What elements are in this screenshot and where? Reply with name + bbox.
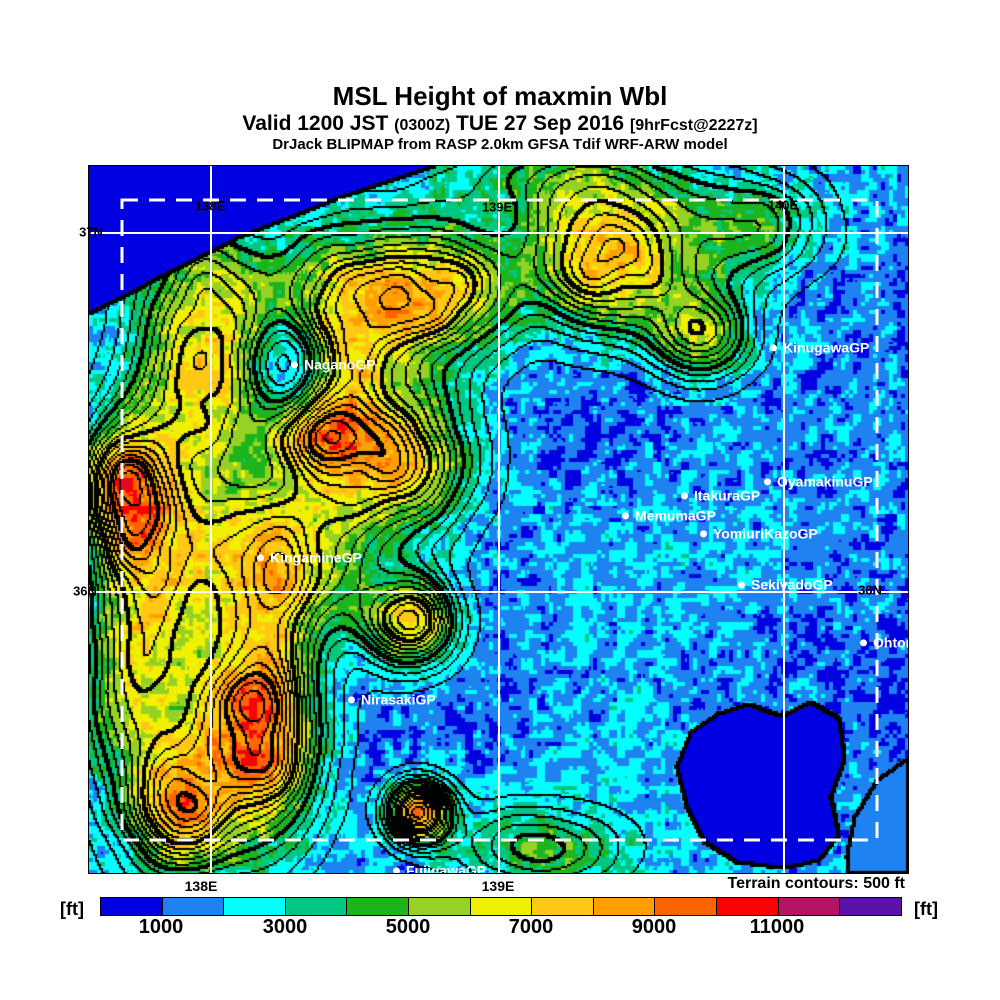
valid-fcst: [9hrFcst@2227z]	[629, 117, 758, 135]
colorbar-tick: 3000	[262, 916, 308, 938]
colorbar-swatch	[162, 898, 225, 915]
station-yomiurikazogp: YomiuriKazoGP	[700, 524, 818, 542]
map-clip: 138E 139E 140E 36N NaganoGP KinugawaGP O…	[89, 166, 908, 873]
valid-date: TUE 27 Sep 2016	[450, 112, 630, 136]
station-dot-icon	[681, 492, 688, 500]
station-dot-icon	[257, 554, 264, 562]
parallel-37n	[89, 232, 908, 234]
station-label: MemumaGP	[635, 507, 716, 524]
station-label: FujigawaGP	[406, 862, 487, 873]
meridian-138e	[210, 166, 212, 873]
meridian-139e	[498, 166, 500, 873]
lat-label-36n-left: 36N	[73, 583, 97, 599]
colorbar-swatch	[593, 898, 656, 915]
station-label: KingamineGP	[270, 549, 362, 566]
elevation-colorbar	[100, 897, 902, 916]
station-label: NirasakiGP	[361, 691, 436, 708]
station-label: KinugawaGP	[783, 339, 870, 356]
colorbar-swatch	[224, 898, 286, 915]
station-itakuragp: ItakuraGP	[681, 486, 761, 504]
station-label: Ohtone	[873, 634, 908, 651]
lat-label-36n-right: 36N	[858, 582, 882, 598]
terrain-contours-note: Terrain contours: 500 ft	[727, 875, 905, 892]
station-label: ItakuraGP	[694, 487, 761, 504]
lon-label-138e-bottom: 138E	[184, 878, 218, 894]
station-dot-icon	[291, 361, 298, 369]
station-dot-icon	[764, 478, 771, 486]
station-sekiyadogp: SekiyadoGP	[738, 575, 833, 593]
colorbar-swatch	[778, 898, 841, 915]
station-dot-icon	[393, 867, 400, 873]
colorbar-swatch	[409, 898, 471, 915]
page-title: MSL Height of maxmin Wbl	[332, 81, 668, 111]
colorbar-swatch	[101, 898, 163, 915]
station-dot-icon	[738, 581, 745, 589]
station-ohtone: Ohtone	[860, 633, 908, 651]
station-kingaminegp: KingamineGP	[257, 548, 362, 566]
meridian-140e	[783, 166, 785, 873]
colorbar-swatch	[840, 898, 901, 915]
colorbar-tick: 11000	[749, 916, 805, 938]
station-memumagp: MemumaGP	[622, 506, 716, 524]
colorbar-swatch	[347, 898, 410, 915]
station-naganogp: NaganoGP	[291, 355, 376, 373]
colorbar-swatch	[532, 898, 594, 915]
valid-zulu: (0300Z)	[394, 117, 451, 135]
lon-label-139e-top: 139E	[481, 199, 513, 215]
colorbar-swatch	[285, 898, 348, 915]
model-line: DrJack BLIPMAP from RASP 2.0km GFSA Tdif…	[272, 135, 728, 153]
station-nirasakigp: NirasakiGP	[348, 690, 436, 708]
station-dot-icon	[622, 512, 629, 520]
station-label: YomiuriKazoGP	[713, 525, 818, 542]
lon-label-140e-top: 140E	[767, 197, 799, 213]
valid-time-line: Valid 1200 JST (0300Z) TUE 27 Sep 2016 […	[0, 112, 1000, 136]
lon-label-139e-bottom: 139E	[481, 878, 515, 894]
lat-label-37n-left: 37N	[79, 224, 103, 240]
header: MSL Height of maxmin Wbl Valid 1200 JST …	[0, 81, 1000, 153]
forecast-map: 138E 139E 140E 36N NaganoGP KinugawaGP O…	[73, 165, 909, 874]
colorbar-unit-left: [ft]	[60, 899, 84, 919]
colorbar-swatch	[655, 898, 718, 915]
station-dot-icon	[348, 696, 355, 704]
station-label: OyamakinuGP	[777, 473, 873, 490]
colorbar-swatch	[717, 898, 779, 915]
station-oyamakinugp: OyamakinuGP	[764, 472, 873, 490]
colorbar-tick: 5000	[385, 916, 431, 938]
station-kinugawagp: KinugawaGP	[770, 338, 870, 356]
station-dot-icon	[770, 344, 777, 352]
station-dot-icon	[860, 639, 867, 647]
station-fujigawagp: FujigawaGP	[393, 861, 486, 873]
colorbar-tick: 9000	[631, 916, 677, 938]
station-label: NaganoGP	[304, 356, 376, 373]
colorbar-tick: 1000	[138, 916, 184, 938]
colorbar-tick: 7000	[508, 916, 554, 938]
valid-prefix: Valid 1200 JST	[242, 112, 395, 136]
station-label: SekiyadoGP	[751, 576, 833, 593]
colorbar-swatch	[470, 898, 533, 915]
station-dot-icon	[700, 530, 707, 538]
colorbar-unit-right: [ft]	[914, 899, 938, 919]
lon-label-138e-top: 138E	[194, 198, 226, 214]
